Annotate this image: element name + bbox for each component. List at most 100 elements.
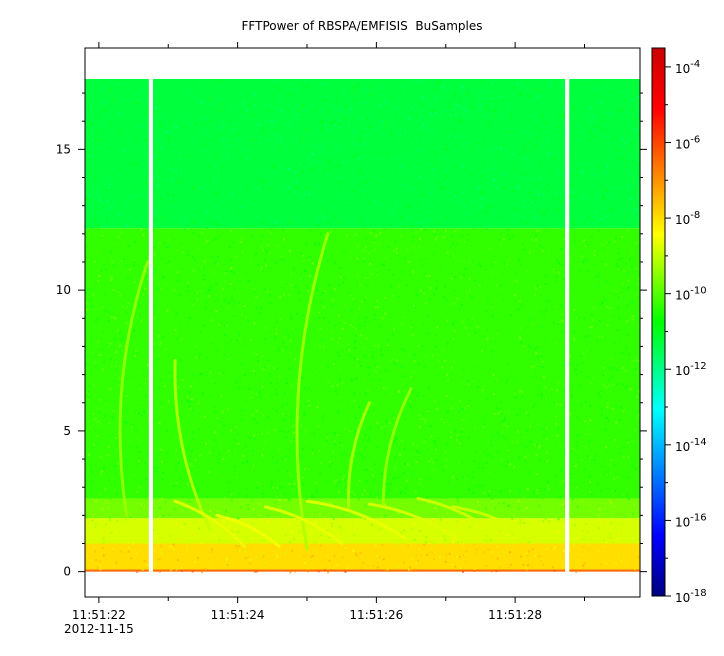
heatmap-cell <box>635 294 638 297</box>
heatmap-cell <box>558 216 561 219</box>
heatmap-cell <box>427 410 430 413</box>
heatmap-cell <box>212 439 215 442</box>
heatmap-cell <box>200 266 203 269</box>
heatmap-cell <box>584 84 587 87</box>
heatmap-cell <box>279 257 282 260</box>
heatmap-cell <box>177 461 180 464</box>
heatmap-cell <box>413 353 416 356</box>
heatmap-cell <box>267 365 270 368</box>
heatmap-cell <box>624 142 627 145</box>
heatmap-cell <box>591 250 594 253</box>
heatmap-cell <box>250 101 253 104</box>
heatmap-cell <box>451 212 454 215</box>
heatmap-cell <box>458 446 461 449</box>
heatmap-cell <box>344 518 347 521</box>
heatmap-cell <box>309 542 312 545</box>
heatmap-cell <box>159 341 162 344</box>
heatmap-cell <box>251 391 254 394</box>
heatmap-cell <box>516 430 519 433</box>
heatmap-cell <box>554 512 557 515</box>
heatmap-cell <box>255 87 258 90</box>
heatmap-cell <box>597 229 600 232</box>
heatmap-cell <box>432 230 435 233</box>
heatmap-cell <box>95 433 98 436</box>
heatmap-cell <box>91 480 94 483</box>
heatmap-cell <box>619 423 622 426</box>
heatmap-cell <box>444 557 447 560</box>
heatmap-cell <box>469 399 472 402</box>
heatmap-cell <box>503 445 506 448</box>
heatmap-cell <box>166 487 169 490</box>
heatmap-cell <box>554 415 557 418</box>
heatmap-cell <box>324 191 327 194</box>
heatmap-cell <box>590 313 593 316</box>
heatmap-cell <box>395 118 398 121</box>
heatmap-cell <box>573 311 576 314</box>
heatmap-cell <box>582 352 585 355</box>
heatmap-cell <box>548 151 551 154</box>
heatmap-cell <box>107 507 110 510</box>
heatmap-cell <box>607 442 610 445</box>
heatmap-cell <box>96 194 99 197</box>
heatmap-cell <box>353 127 356 130</box>
heatmap-cell <box>275 108 278 111</box>
heatmap-cell <box>313 401 316 404</box>
heatmap-cell <box>261 269 264 272</box>
plot-frame <box>84 47 641 598</box>
heatmap-cell <box>404 119 407 122</box>
heatmap-cell <box>237 123 240 126</box>
heatmap-cell <box>263 384 266 387</box>
heatmap-cell <box>512 87 515 90</box>
heatmap-cell <box>164 296 167 299</box>
heatmap-cell <box>558 201 561 204</box>
heatmap-features <box>118 232 538 551</box>
heatmap-cell <box>93 94 96 97</box>
heatmap-cell <box>153 218 156 221</box>
heatmap-cell <box>498 529 501 532</box>
heatmap-cell <box>308 404 311 407</box>
heatmap-cell <box>569 362 572 365</box>
heatmap-cell <box>295 180 298 183</box>
heatmap-cell <box>410 405 413 408</box>
heatmap-cell <box>584 335 587 338</box>
heatmap-cell <box>279 296 282 299</box>
heatmap-cell <box>161 536 164 539</box>
heatmap-cell <box>473 569 476 572</box>
heatmap-cell <box>409 566 412 569</box>
heatmap-cell <box>114 365 117 368</box>
heatmap-cell <box>153 80 156 83</box>
heatmap-cell <box>425 476 428 479</box>
heatmap-cell <box>496 186 499 189</box>
heatmap-cell <box>205 226 208 229</box>
heatmap-cell <box>415 461 418 464</box>
heatmap-cell <box>355 94 358 97</box>
heatmap-cell <box>167 260 170 263</box>
heatmap-cell <box>606 305 609 308</box>
heatmap-cell <box>382 468 385 471</box>
heatmap-cell <box>215 362 218 365</box>
heatmap-cell <box>358 498 361 501</box>
heatmap-cell <box>569 354 572 357</box>
heatmap-cell <box>415 561 418 564</box>
heatmap-cell <box>328 167 331 170</box>
heatmap-cell <box>462 86 465 89</box>
heatmap-cell <box>461 107 464 110</box>
heatmap-cell <box>173 289 176 292</box>
heatmap-cell <box>500 152 503 155</box>
heatmap-cell <box>307 155 310 158</box>
heatmap-cell <box>352 130 355 133</box>
heatmap-cell <box>131 195 134 198</box>
heatmap-cell <box>195 291 198 294</box>
heatmap-cell <box>592 459 595 462</box>
heatmap-cell <box>558 509 561 512</box>
heatmap-cell <box>508 530 511 533</box>
heatmap-cell <box>268 187 271 190</box>
heatmap-cell <box>262 447 265 450</box>
heatmap-cell <box>462 168 465 171</box>
heatmap-cell <box>156 89 159 92</box>
heatmap-cell <box>597 514 600 517</box>
heatmap-cell <box>332 363 335 366</box>
heatmap-cell <box>180 338 183 341</box>
heatmap-cell <box>529 441 532 444</box>
heatmap-cell <box>127 181 130 184</box>
